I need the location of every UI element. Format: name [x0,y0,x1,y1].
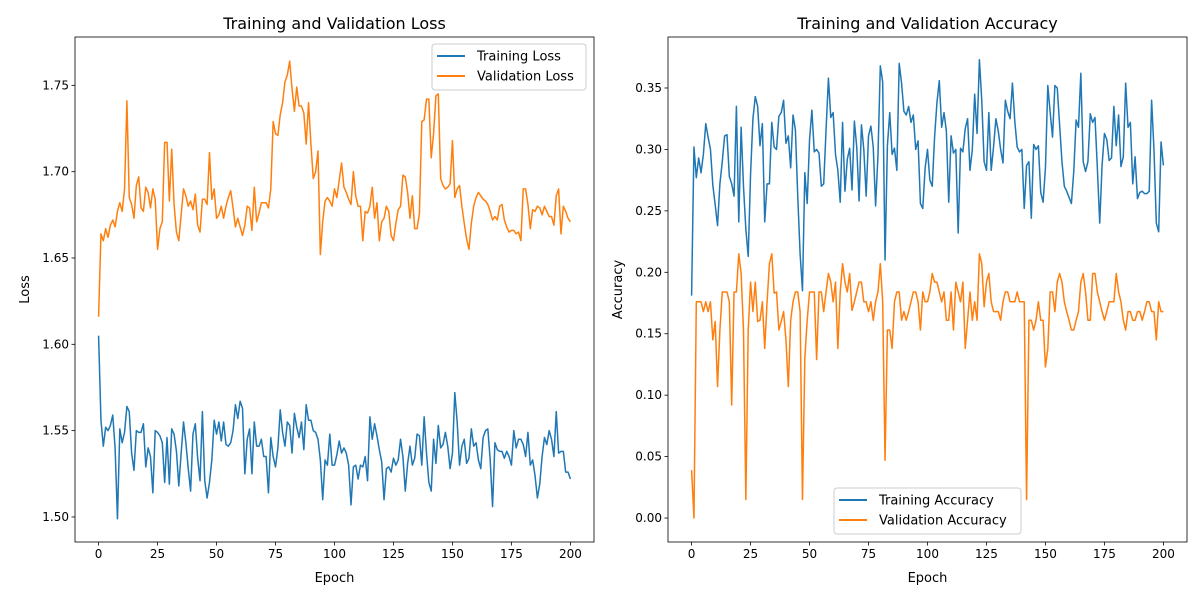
y-tick-label: 1.50 [42,510,69,524]
y-tick-label: 0.05 [635,450,662,464]
y-tick-label: 1.55 [42,424,69,438]
legend: Training Accuracy Validation Accuracy [833,487,1022,535]
axes-frame [74,36,595,543]
y-tick-label: 1.65 [42,251,69,265]
y-tick-label: 0.35 [635,81,662,95]
x-tick-label: 200 [559,547,582,561]
y-tick-label: 1.60 [42,337,69,351]
y-tick-label: 1.70 [42,165,69,179]
x-tick-label: 50 [802,547,817,561]
x-tick-label: 75 [861,547,876,561]
x-tick-label: 75 [268,547,283,561]
y-tick-label: 0.30 [635,142,662,156]
chart-loss: 0 25 50 75 100 125 150 175 200 1.50 1.55 1.60 1.65 1.… [18,14,595,586]
x-tick-label: 25 [743,547,758,561]
x-tick-label: 150 [441,547,464,561]
y-axis-label: Accuracy [611,260,626,320]
x-tick-label: 200 [1152,547,1175,561]
x-axis-label: Epoch [315,571,355,586]
x-axis-label: Epoch [908,571,948,586]
series-line-validation-loss [97,60,572,317]
y-tick-label: 0.15 [635,327,662,341]
legend-box [431,43,587,91]
x-tick-label: 125 [382,547,405,561]
x-tick-label: 0 [95,547,103,561]
x-tick-label: 0 [688,547,696,561]
legend-label: Training Accuracy [878,494,994,509]
y-tick-label: 0.10 [635,388,662,402]
x-tick-label: 50 [209,547,224,561]
x-tick-label: 175 [1093,547,1116,561]
x-tick-label: 100 [323,547,346,561]
x-tick-label: 25 [150,547,165,561]
x-tick-label: 150 [1034,547,1057,561]
series-line-training-accuracy [690,58,1165,296]
x-tick-label: 125 [975,547,998,561]
y-tick-label: 0.20 [635,265,662,279]
chart-accuracy: 0 25 50 75 100 125 150 175 200 0.00 0.05 0.10 0.15 0.… [611,14,1188,586]
y-tick-label: 1.75 [42,78,69,92]
legend-label: Validation Accuracy [879,514,1007,529]
legend: Training Loss Validation Loss [431,43,587,91]
legend-box [833,487,1022,535]
chart-title: Training and Validation Accuracy [796,14,1058,33]
y-tick-label: 0.25 [635,204,662,218]
series-line-training-loss [97,335,572,520]
x-tick-label: 100 [916,547,939,561]
x-tick-label: 175 [500,547,523,561]
legend-label: Validation Loss [477,70,574,85]
y-axis-label: Loss [18,275,33,304]
y-tick-label: 0.00 [635,511,662,525]
series-line-validation-accuracy [690,253,1164,519]
chart-title: Training and Validation Loss [222,14,446,33]
legend-label: Training Loss [476,50,561,65]
